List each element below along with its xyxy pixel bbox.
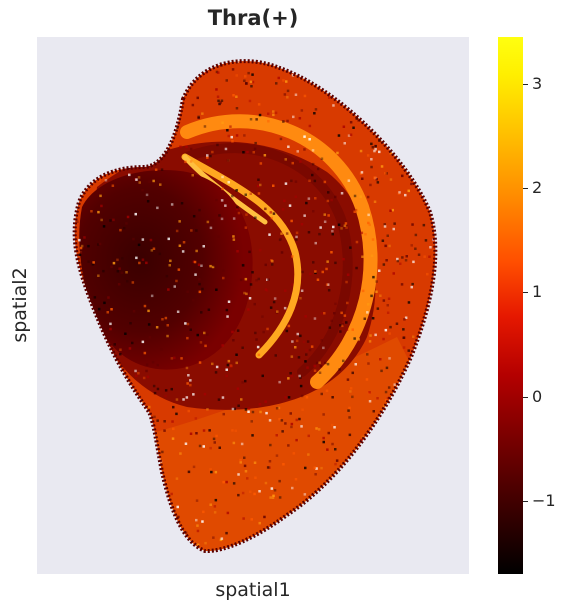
spatial-heatmap (72, 59, 438, 554)
chart-title: Thra(+) (207, 6, 299, 30)
colorbar-tick-mark (523, 501, 528, 502)
colorbar (498, 37, 523, 574)
colorbar-tick-label: 3 (532, 73, 543, 93)
central-core (79, 170, 253, 370)
y-axis-label: spatial2 (9, 267, 31, 343)
colorbar-tick-label: 2 (532, 178, 543, 198)
arc-band-outer (180, 114, 378, 389)
arc-gap (182, 143, 353, 377)
tissue-section (74, 61, 436, 552)
arc-band-inner (181, 153, 302, 359)
tissue-edge (72, 59, 438, 554)
x-axis-label: spatial1 (215, 579, 291, 601)
colorbar-tick-mark (523, 396, 528, 398)
colorbar-tick-label: −1 (532, 491, 556, 510)
colorbar-tick-mark (523, 292, 528, 294)
colorbar-tick-label: 1 (532, 282, 543, 302)
colorbar-tick-label: 0 (532, 386, 543, 406)
colorbar-tick-mark (523, 188, 528, 190)
plot-area (37, 37, 469, 574)
colorbar-tick-mark (523, 83, 528, 85)
